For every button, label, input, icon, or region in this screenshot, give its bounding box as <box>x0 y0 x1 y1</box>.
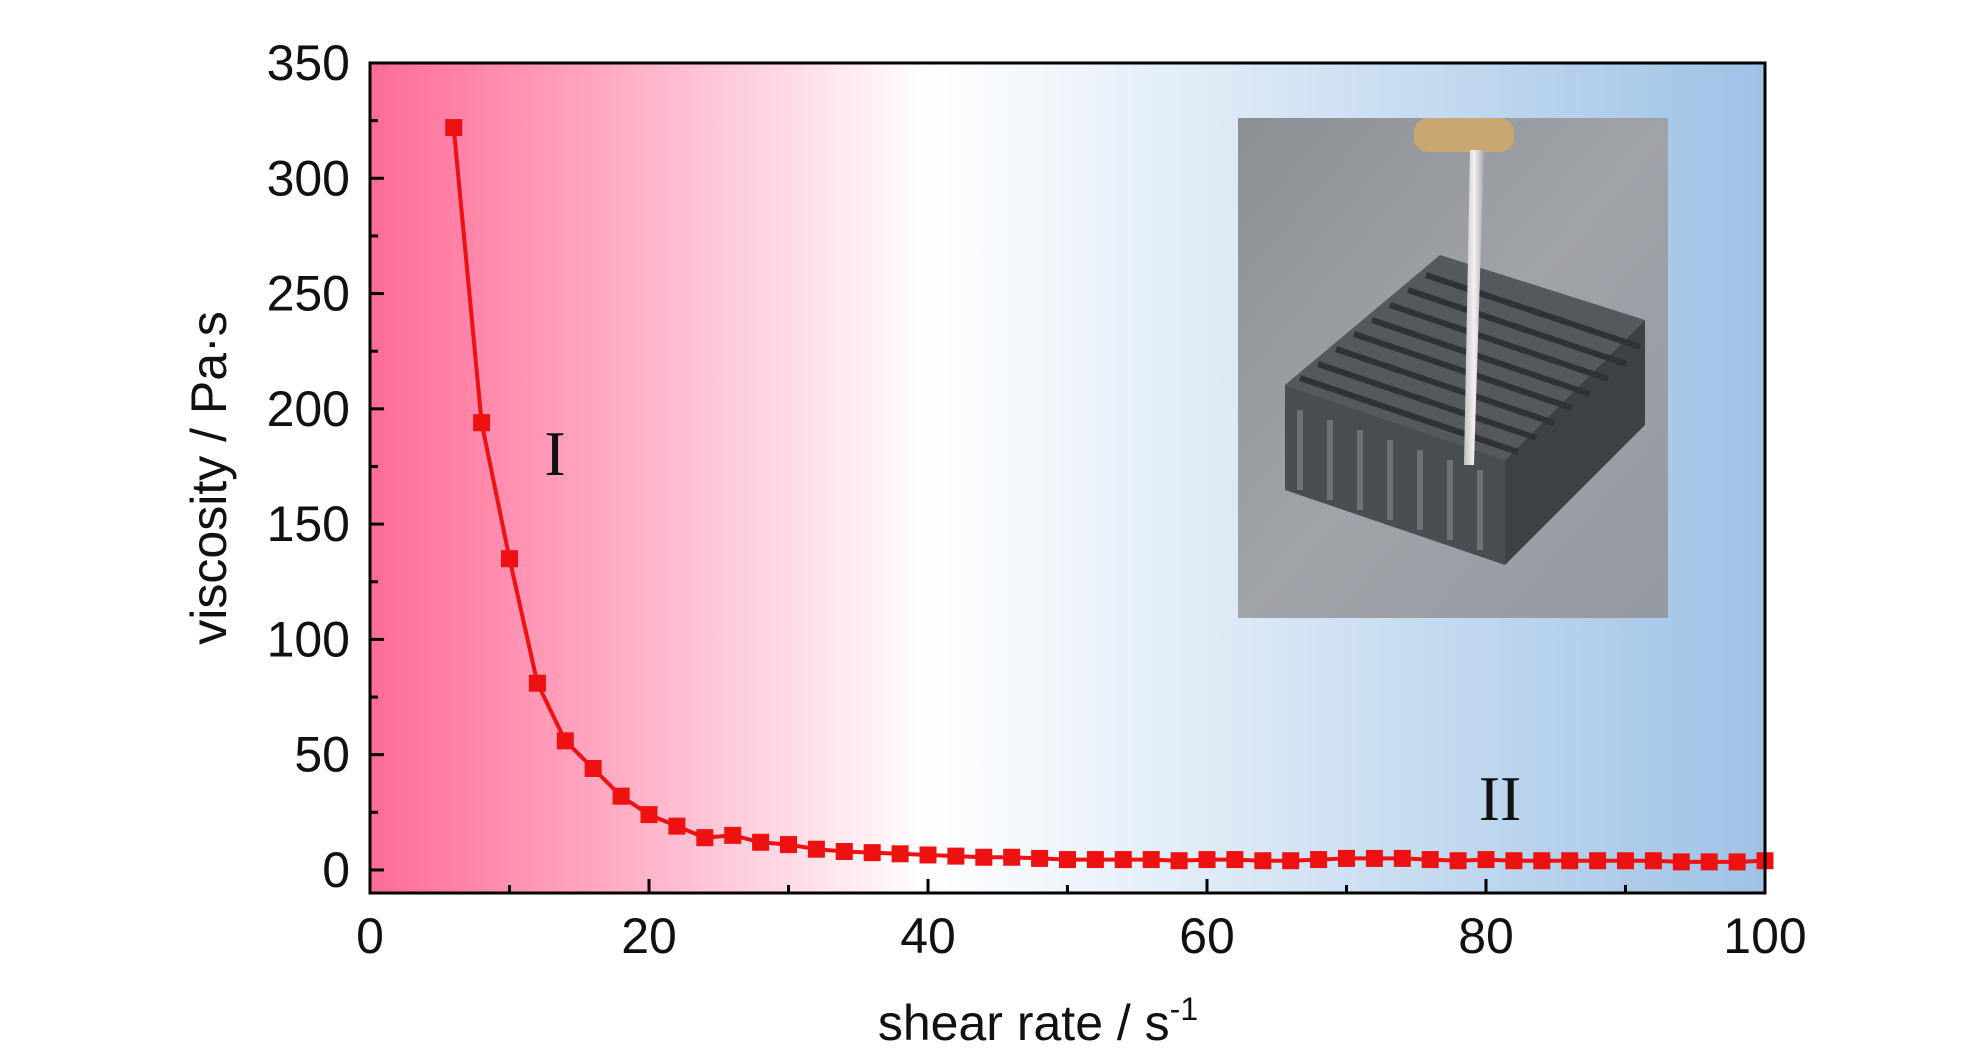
data-point <box>1282 852 1300 870</box>
data-point <box>473 414 491 432</box>
data-point <box>1310 851 1328 869</box>
x-tick-label: 80 <box>1458 908 1514 964</box>
y-tick-label: 100 <box>267 611 350 667</box>
data-point <box>1700 853 1718 871</box>
data-point <box>445 119 463 137</box>
x-tick-label: 20 <box>621 908 677 964</box>
data-point <box>1003 848 1021 866</box>
data-point <box>919 846 937 864</box>
y-tick-label: 200 <box>267 381 350 437</box>
data-point <box>1477 851 1495 869</box>
x-axis-title-superscript: -1 <box>1170 991 1198 1027</box>
data-point <box>528 674 546 692</box>
data-point <box>1114 851 1132 869</box>
data-point <box>1561 852 1579 870</box>
region-label-i: I <box>544 418 565 489</box>
data-point <box>835 843 853 860</box>
x-tick-label: 40 <box>900 908 956 964</box>
data-point <box>1393 849 1411 867</box>
data-point <box>556 732 574 750</box>
y-axis-title: viscosity / Pa·s <box>181 311 237 644</box>
data-point <box>1672 853 1690 871</box>
data-point <box>1617 852 1634 870</box>
inset-photo <box>1238 118 1668 618</box>
data-point <box>1059 851 1076 869</box>
data-point <box>696 829 714 847</box>
data-point <box>891 845 909 863</box>
data-point <box>1365 849 1383 867</box>
x-tick-label: 0 <box>356 908 384 964</box>
data-point <box>1170 852 1188 870</box>
data-point <box>1086 851 1104 869</box>
region-label-ii: II <box>1479 763 1522 834</box>
data-point <box>640 806 658 824</box>
data-point <box>1226 851 1244 869</box>
data-point <box>584 760 602 777</box>
y-tick-label: 250 <box>267 266 350 322</box>
data-point <box>1031 849 1049 867</box>
y-tick-label: 150 <box>267 496 350 552</box>
y-tick-label: 300 <box>267 150 350 206</box>
y-tick-label: 50 <box>294 727 350 783</box>
data-point <box>724 826 742 844</box>
data-point <box>668 817 686 835</box>
data-point <box>1533 852 1551 870</box>
data-point <box>1254 852 1272 870</box>
x-tick-label: 60 <box>1179 908 1235 964</box>
data-point <box>612 787 630 805</box>
data-point <box>975 848 993 866</box>
data-point <box>1338 849 1355 867</box>
data-point <box>807 840 825 858</box>
data-point <box>863 844 881 862</box>
data-point <box>501 550 518 568</box>
data-point <box>780 836 797 854</box>
data-point <box>752 833 770 851</box>
data-point <box>1142 851 1160 869</box>
y-tick-label: 0 <box>322 842 350 898</box>
data-point <box>1449 852 1467 870</box>
series-layer <box>445 119 1774 871</box>
data-point <box>1728 853 1746 871</box>
data-point <box>947 847 965 865</box>
tick-layer: 0 20 40 60 80 100 0 50 100 150 200 250 300 350 <box>267 35 1807 964</box>
data-point <box>1644 852 1662 870</box>
data-point <box>1198 851 1216 869</box>
x-tick-label: 100 <box>1723 908 1806 964</box>
y-tick-label: 350 <box>267 35 350 91</box>
x-axis-title: shear rate / s-1 <box>878 991 1198 1051</box>
data-point <box>1421 851 1439 869</box>
data-point <box>1589 852 1607 870</box>
data-point <box>1505 852 1523 870</box>
